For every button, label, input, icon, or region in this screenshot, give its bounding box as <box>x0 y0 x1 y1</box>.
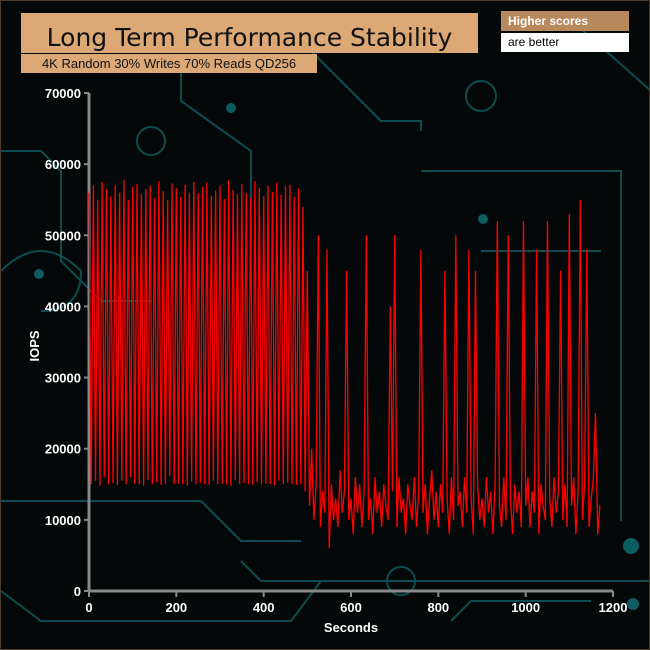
x-tick-label: 600 <box>340 600 362 615</box>
x-tick-label: 0 <box>85 600 92 615</box>
y-tick-label: 70000 <box>45 86 81 101</box>
chart-subtitle: 4K Random 30% Writes 70% Reads QD256 <box>21 54 317 73</box>
x-tick-label: 1200 <box>599 600 628 615</box>
x-axis-label: Seconds <box>324 620 378 635</box>
iops-series-line <box>88 179 601 549</box>
x-tick-label: 400 <box>253 600 275 615</box>
y-axis-label: IOPS <box>27 330 42 361</box>
y-tick-label: 30000 <box>45 371 81 386</box>
are-better-badge: are better <box>501 33 629 52</box>
y-tick-label: 60000 <box>45 157 81 172</box>
y-tick-label: 0 <box>74 584 81 599</box>
y-tick-label: 50000 <box>45 228 81 243</box>
x-tick-label: 800 <box>427 600 449 615</box>
y-tick-label: 10000 <box>45 513 81 528</box>
x-tick-label: 1000 <box>511 600 540 615</box>
x-tick-label: 200 <box>165 600 187 615</box>
higher-scores-badge: Higher scores <box>501 11 629 31</box>
chart-title: Long Term Performance Stability <box>21 13 478 53</box>
y-tick-label: 40000 <box>45 299 81 314</box>
y-tick-label: 20000 <box>45 442 81 457</box>
